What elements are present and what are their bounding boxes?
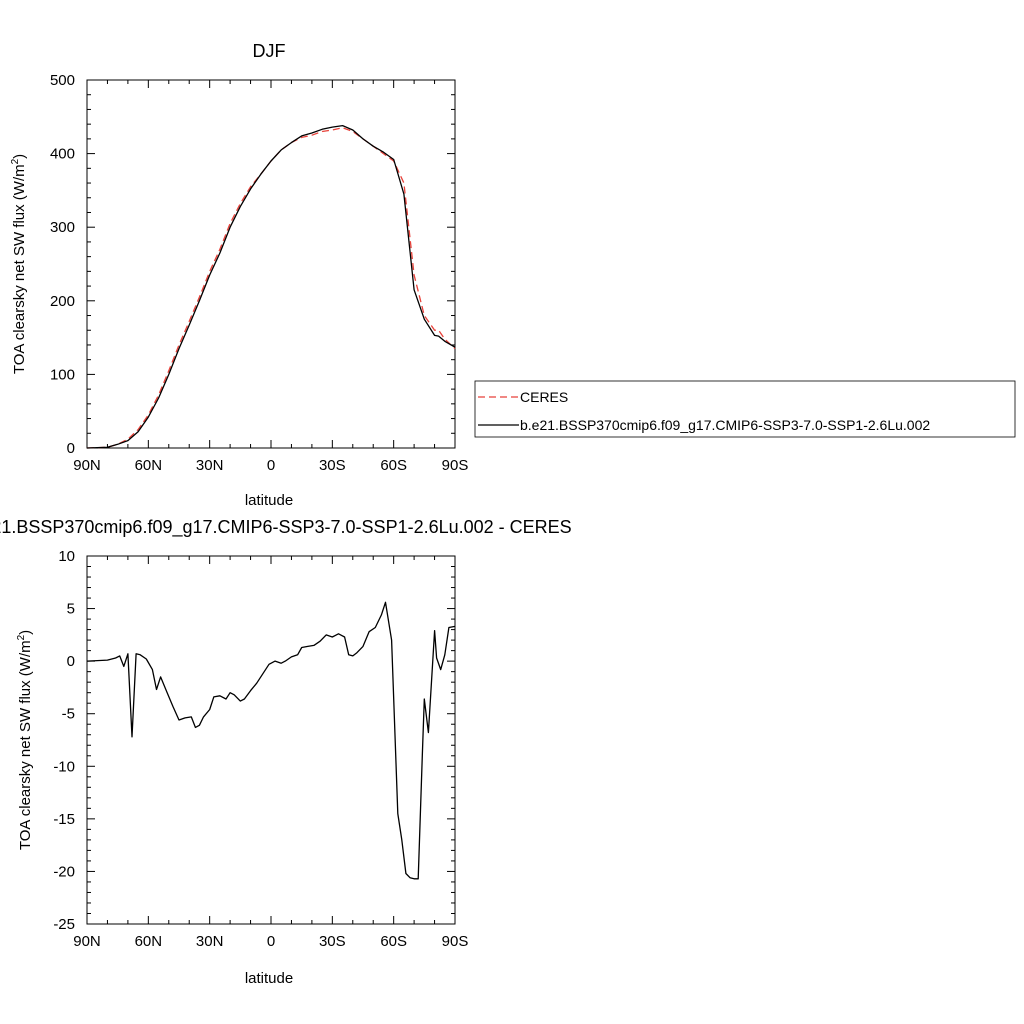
top-axis-ticks: 90N 60N 30N 0 30S 60S 90S 0 100 200 300 400 500 xyxy=(50,72,468,474)
top-y-tick-label: 500 xyxy=(50,72,75,89)
top-series-line-0 xyxy=(86,127,456,449)
top-y-tick-label: 0 xyxy=(67,440,75,457)
top-y-tick-label: 300 xyxy=(50,219,75,236)
legend-label-ceres: CERES xyxy=(520,389,568,405)
top-series-lines xyxy=(86,124,456,449)
bottom-y-tick-label: -15 xyxy=(53,811,75,828)
bottom-x-tick-label: 60N xyxy=(135,933,163,950)
bottom-x-tick-label: 60S xyxy=(380,933,407,950)
legend-box xyxy=(474,380,1016,438)
top-y-axis-title: TOA clearsky net SW flux (W/m2) xyxy=(10,154,28,374)
bottom-y-tick-label: 5 xyxy=(67,601,75,618)
legend: CERES b.e21.BSSP370cmip6.f09_g17.CMIP6-S… xyxy=(474,380,1016,438)
bottom-x-tick-label: 0 xyxy=(267,933,275,950)
top-y-tick-label: 100 xyxy=(50,366,75,383)
top-y-axis-title-sup: 2 xyxy=(10,158,21,164)
top-panel: DJF 90N 60N 30N 0 30S 60S 90S0100200300400500 … xyxy=(10,41,468,509)
top-y-axis-title-end: ) xyxy=(11,154,28,159)
top-x-tick-label: 60S xyxy=(380,457,407,474)
top-plot-frame xyxy=(86,79,456,449)
bottom-series-line-0 xyxy=(86,601,456,880)
bottom-y-tick-label: -10 xyxy=(53,758,75,775)
bottom-x-tick-label: 30S xyxy=(319,933,346,950)
bottom-y-axis-title-main: TOA clearsky net SW flux (W/m xyxy=(17,640,34,850)
top-x-tick-label: 30N xyxy=(196,457,224,474)
top-x-tick-label: 90N xyxy=(73,457,101,474)
top-x-tick-label: 30S xyxy=(319,457,346,474)
bottom-chart-title: b.e21.BSSP370cmip6.f09_g17.CMIP6-SSP3-7.… xyxy=(0,517,572,538)
bottom-y-tick-label: -20 xyxy=(53,863,75,880)
top-y-axis-title-main: TOA clearsky net SW flux (W/m xyxy=(11,164,28,374)
bottom-plot-frame xyxy=(86,555,456,925)
bottom-axis-ticks: 90N 60N 30N 0 30S 60S 90S -25 -20 -15 -10 -5 0 5 10 xyxy=(53,548,468,950)
legend-label-model: b.e21.BSSP370cmip6.f09_g17.CMIP6-SSP3-7.… xyxy=(520,417,930,433)
bottom-y-tick-label: 10 xyxy=(58,548,75,565)
bottom-x-tick-label: 90S xyxy=(442,933,469,950)
bottom-y-tick-label: 0 xyxy=(67,653,75,670)
top-x-tick-label: 60N xyxy=(135,457,163,474)
bottom-y-tick-label: -5 xyxy=(62,706,75,723)
bottom-panel: b.e21.BSSP370cmip6.f09_g17.CMIP6-SSP3-7.… xyxy=(0,517,572,987)
bottom-y-axis-title-sup: 2 xyxy=(16,634,27,640)
top-series-line-1 xyxy=(86,124,456,449)
bottom-y-axis-title-end: ) xyxy=(17,630,34,635)
bottom-y-tick-label: -25 xyxy=(53,916,75,933)
bottom-x-tick-label: 90N xyxy=(73,933,101,950)
top-y-tick-label: 200 xyxy=(50,293,75,310)
top-y-tick-label: 400 xyxy=(50,146,75,163)
top-x-tick-label: 0 xyxy=(267,457,275,474)
bottom-y-axis-title: TOA clearsky net SW flux (W/m2) xyxy=(16,630,34,850)
top-x-axis-title: latitude xyxy=(245,492,293,509)
top-chart-title: DJF xyxy=(253,41,286,61)
top-x-tick-label: 90S xyxy=(442,457,469,474)
bottom-x-tick-label: 30N xyxy=(196,933,224,950)
bottom-x-axis-title: latitude xyxy=(245,970,293,987)
bottom-series-lines xyxy=(86,601,456,880)
